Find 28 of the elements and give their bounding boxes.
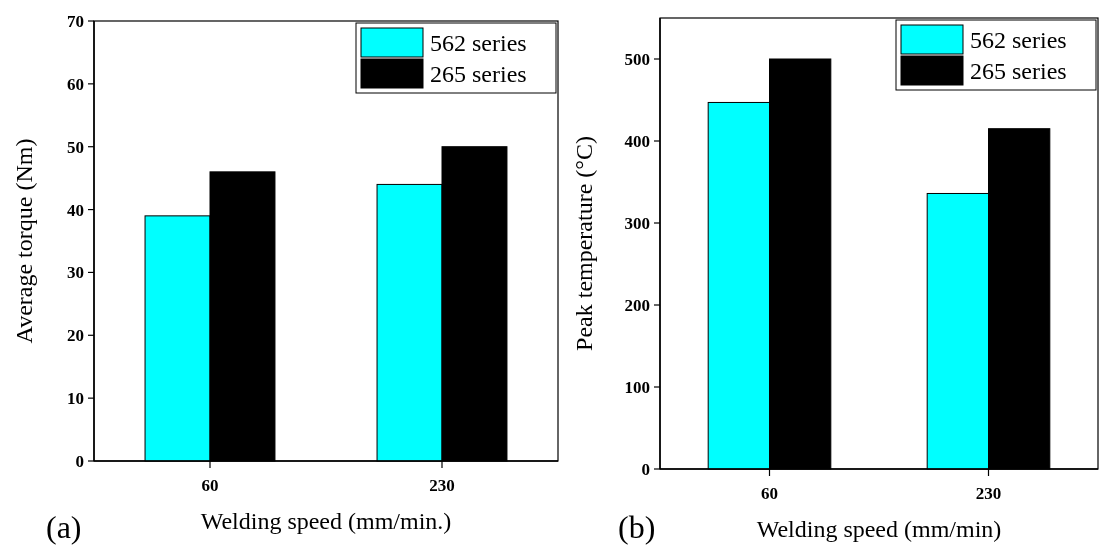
text: (b): [618, 509, 656, 545]
y-tick-label: 300: [624, 213, 650, 233]
legend-label: 562 series: [430, 30, 527, 57]
x-tick-label: 60: [761, 484, 778, 503]
y-tick-label: 200: [624, 295, 650, 315]
y-tick-label: 70: [67, 11, 84, 31]
x-axis-title: Welding speed (mm/min.): [200, 508, 452, 534]
y-axis-title: Average torque (Nm): [11, 138, 37, 344]
y-tick-label: 500: [624, 49, 650, 69]
text: (a): [46, 509, 82, 545]
legend-label: 265 series: [970, 58, 1067, 85]
legend-label: 562 series: [970, 27, 1067, 54]
y-tick-label: 20: [67, 326, 84, 346]
y-tick-label: 10: [67, 389, 84, 409]
y-tick-label: 0: [75, 451, 84, 471]
y-tick-label: 0: [641, 459, 650, 479]
x-tick-label: 60: [201, 476, 219, 495]
y-tick-label: 30: [67, 263, 84, 283]
x-tick-label: 230: [429, 476, 455, 495]
y-tick-label: 60: [67, 74, 84, 94]
y-tick-label: 400: [624, 131, 650, 151]
legend-label: 265 series: [430, 61, 527, 88]
y-tick-label: 50: [67, 137, 84, 157]
x-tick-label: 230: [975, 484, 1002, 503]
y-tick-label: 40: [67, 200, 84, 220]
y-tick-label: 100: [624, 377, 650, 397]
x-axis-title: Welding speed (mm/min): [756, 516, 1002, 542]
y-axis-title: Peak temperature (°C): [571, 136, 597, 351]
